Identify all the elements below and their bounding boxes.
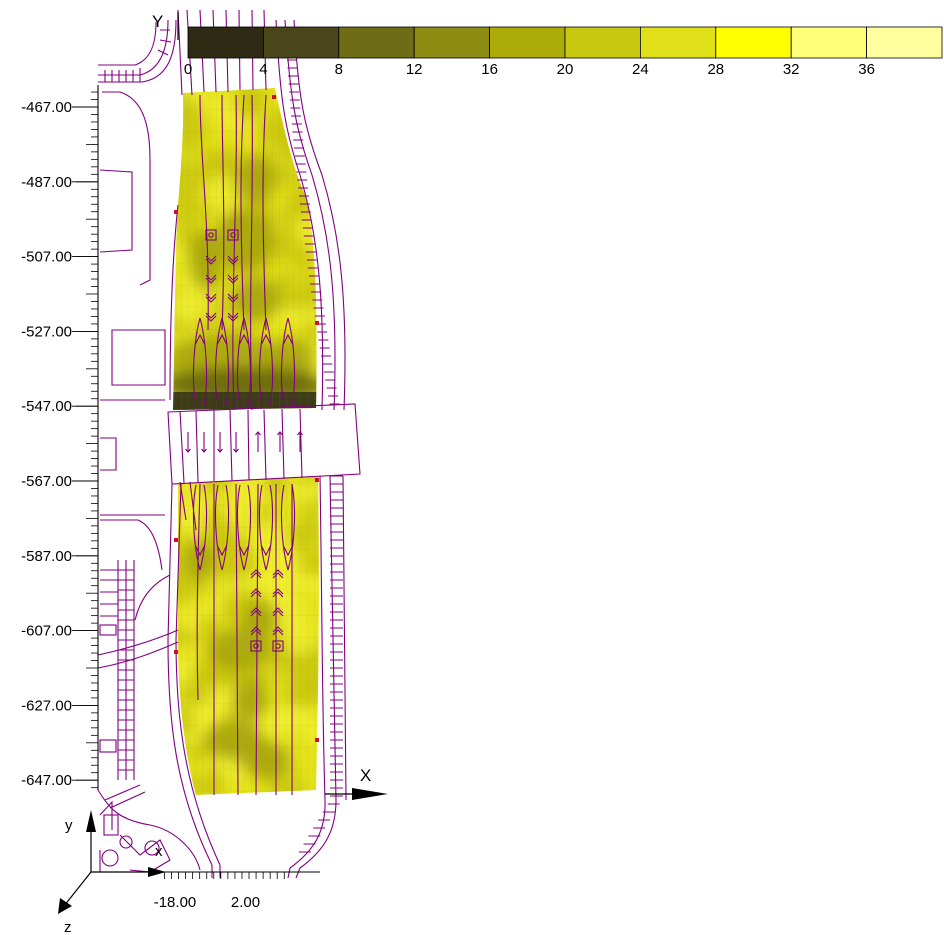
y-axis-tick-label: -567.00 (21, 473, 72, 490)
red-marker (315, 478, 319, 482)
chevron-up-marker (272, 569, 284, 579)
colorbar-segment (338, 26, 415, 59)
arrow-marker-lower (214, 484, 230, 571)
lane-dot-marker (208, 232, 214, 238)
colorbar-segment (790, 26, 868, 59)
y-axis-tick-label: -467.00 (21, 99, 72, 116)
colorbar-tick-labels: 0 4 8 12 16 20 24 28 32 36 (184, 61, 875, 78)
colorbar-tick-label: 12 (406, 61, 423, 78)
x-axis-tick-label: 2.00 (231, 894, 260, 911)
chevron-down-marker (205, 293, 217, 303)
chevron-up-marker (272, 607, 284, 617)
triad-x-label: x (155, 843, 163, 860)
lane-dot-marker (253, 643, 259, 649)
red-marker (315, 738, 319, 742)
crossing-arrow-marker (277, 431, 283, 452)
arrow-marker-lower (236, 484, 252, 571)
colorbar-tick-label: 20 (557, 61, 574, 78)
red-marker (174, 210, 178, 214)
chevron-up-marker (250, 607, 262, 617)
red-marker (174, 650, 178, 654)
x-axis-right-label: X (360, 766, 371, 785)
colorbar-segment (262, 26, 340, 59)
colorbar-tick-label: 36 (858, 61, 875, 78)
colorbar-tick-label: 4 (259, 61, 267, 78)
red-marker (315, 321, 319, 325)
y-axis-tick-label: -587.00 (21, 548, 72, 565)
colorbar-segment (413, 26, 491, 59)
crossing-arrow-marker (185, 432, 191, 453)
y-axis-tick-label: -507.00 (21, 249, 72, 266)
chevron-up-marker (272, 588, 284, 598)
arrow-marker-lower (280, 484, 296, 571)
x-axis-tick-labels: -18.00 2.00 (154, 894, 260, 911)
arrow-marker-upper (258, 317, 274, 406)
lane-box-marker (205, 229, 217, 241)
y-axis-tick-label: -627.00 (21, 697, 72, 714)
crossing-arrow-marker (233, 432, 239, 453)
chevron-up-marker (250, 626, 262, 636)
lane-box-marker (272, 640, 284, 652)
chevron-up-marker (250, 588, 262, 598)
arrow-marker-upper (214, 317, 230, 406)
triad-y-label: y (65, 817, 73, 834)
lane-dot-marker (275, 643, 281, 649)
colorbar-segment (489, 26, 566, 59)
x-axis-tick-label: -18.00 (154, 894, 197, 911)
chevron-down-marker (205, 312, 217, 322)
y-axis-tick-label: -527.00 (21, 323, 72, 340)
y-axis (72, 85, 99, 790)
crossing-arrow-marker (217, 432, 223, 453)
arrow-marker-lower (258, 484, 274, 571)
colorbar-tick-label: 28 (707, 61, 724, 78)
heatmap-upper-region (173, 88, 317, 410)
y-axis-tick-label: -647.00 (21, 772, 72, 789)
colorbar-tick-label: 24 (632, 61, 649, 78)
y-axis-tick-labels: -467.00 -487.00 -507.00 -527.00 -547.00 -567.… (21, 99, 72, 789)
y-axis-top-label: Y (152, 12, 163, 31)
colorbar (187, 26, 943, 59)
chevron-up-marker (272, 626, 284, 636)
triad-z-label: z (64, 919, 72, 935)
red-marker (174, 538, 178, 542)
x-axis (98, 871, 320, 879)
colorbar-segment (187, 26, 264, 59)
colorbar-tick-label: 16 (481, 61, 498, 78)
lane-markers (174, 95, 319, 742)
lane-box-marker (250, 640, 262, 652)
lane-dot-marker (230, 232, 236, 238)
axis-arrows (58, 12, 388, 914)
crossing-arrow-marker (201, 432, 207, 453)
colorbar-segment (715, 26, 792, 59)
colorbar-segment (866, 26, 943, 59)
colorbar-segment (640, 26, 717, 59)
crossing-arrow-marker (255, 431, 261, 452)
y-axis-tick-label: -487.00 (21, 174, 72, 191)
chevron-down-marker (205, 274, 217, 284)
arrow-marker-upper (236, 317, 252, 406)
arrow-marker-upper (192, 317, 208, 406)
colorbar-tick-label: 8 (335, 61, 343, 78)
colorbar-segment (564, 26, 641, 59)
field-mesh (178, 476, 319, 795)
lane-box-marker (227, 229, 239, 241)
chevron-down-marker (227, 274, 239, 284)
chevron-down-marker (205, 255, 217, 265)
chevron-down-marker (227, 312, 239, 322)
crossing-arrow-marker (297, 431, 303, 452)
red-marker (272, 95, 276, 99)
colorbar-tick-label: 32 (783, 61, 800, 78)
y-axis-tick-label: -547.00 (21, 398, 72, 415)
arrow-marker-upper (280, 317, 296, 406)
chevron-down-marker (227, 255, 239, 265)
arrow-marker-lower (192, 484, 208, 571)
chevron-up-marker (250, 569, 262, 579)
colorbar-tick-label: 0 (184, 61, 192, 78)
chevron-down-marker (227, 293, 239, 303)
y-axis-tick-label: -607.00 (21, 623, 72, 640)
